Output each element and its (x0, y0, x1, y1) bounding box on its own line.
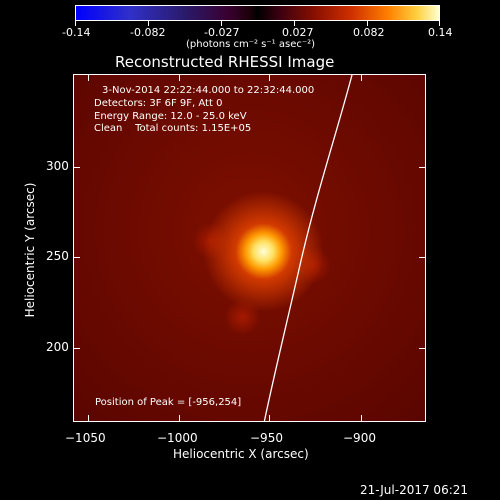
x-axis-tick (179, 415, 180, 422)
colorbar-tick-label: -0.082 (130, 26, 166, 39)
colorbar-unit-label: (photons cm⁻² s⁻¹ asec⁻²) (186, 39, 316, 50)
y-tick-label: 300 (46, 159, 69, 173)
colorbar-tick (148, 21, 149, 26)
x-tick-label: −900 (343, 431, 376, 445)
colorbar-gradient (75, 5, 440, 21)
x-axis-tick (179, 74, 180, 81)
y-axis-tick (73, 257, 80, 258)
info-detectors: Detectors: 3F 6F 9F, Att 0 (94, 98, 223, 109)
x-axis-tick (361, 74, 362, 81)
colorbar-tick (439, 21, 440, 26)
colorbar-tick (221, 21, 222, 26)
x-axis-label: Heliocentric X (arcsec) (173, 447, 309, 461)
solar-limb-line (263, 75, 353, 421)
y-axis-label: Heliocentric Y (arcsec) (23, 182, 37, 318)
colorbar-tick-label: -0.14 (62, 26, 91, 39)
info-time-range: 3-Nov-2014 22:22:44.000 to 22:32:44.000 (102, 85, 315, 96)
x-axis-tick (269, 415, 270, 422)
y-axis-tick (419, 167, 426, 168)
colorbar-tick (367, 21, 368, 26)
info-energy-range: Energy Range: 12.0 - 25.0 keV (94, 111, 247, 122)
colorbar-tick-label: 0.082 (353, 26, 385, 39)
y-axis-tick (73, 348, 80, 349)
plot-title: Reconstructed RHESSI Image (115, 53, 335, 71)
y-tick-label: 250 (46, 249, 69, 263)
y-axis-tick (73, 167, 80, 168)
x-tick-label: −1000 (157, 431, 198, 445)
colorbar-tick-label: 0.14 (428, 26, 453, 39)
x-axis-tick (88, 74, 89, 81)
x-tick-label: −950 (250, 431, 283, 445)
y-axis-tick (419, 257, 426, 258)
y-tick-label: 200 (46, 340, 69, 354)
y-axis-tick (419, 348, 426, 349)
colorbar-tick (75, 21, 76, 26)
x-axis-tick (88, 415, 89, 422)
info-clean-counts: Clean Total counts: 1.15E+05 (94, 123, 252, 134)
peak-position: Position of Peak = [-956,254] (95, 397, 242, 408)
x-axis-tick (269, 74, 270, 81)
x-tick-label: −1050 (65, 431, 106, 445)
colorbar-tick-label: -0.027 (204, 26, 240, 39)
colorbar-tick (294, 21, 295, 26)
timestamp: 21-Jul-2017 06:21 (360, 483, 469, 497)
colorbar-tick-label: 0.027 (282, 26, 314, 39)
x-axis-tick (361, 415, 362, 422)
rhessi-image: 3-Nov-2014 22:22:44.000 to 22:32:44.000 … (73, 74, 426, 422)
